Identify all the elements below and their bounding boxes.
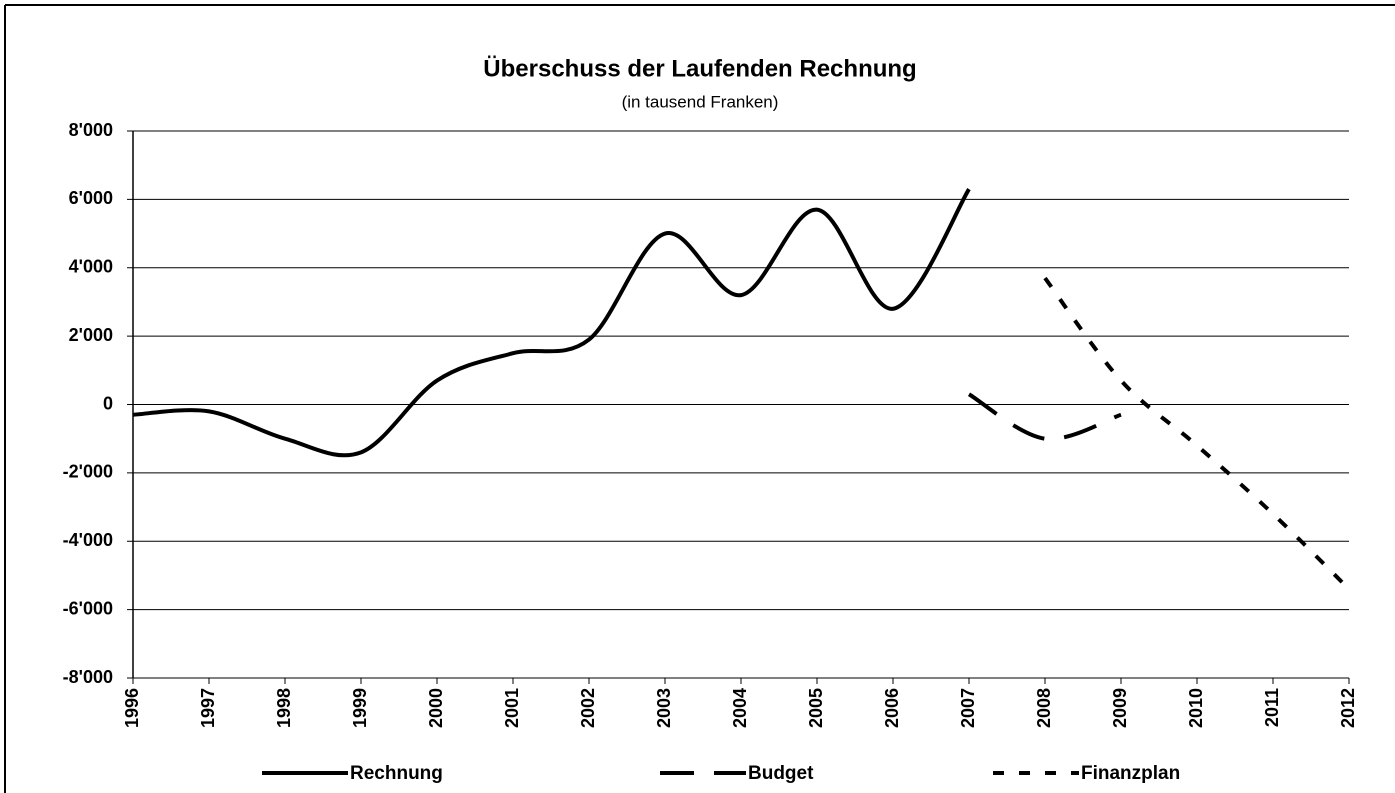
y-tick-label: -8'000 — [63, 667, 113, 687]
x-tick-label: 1998 — [274, 688, 294, 728]
y-tick-label: 8'000 — [69, 120, 113, 140]
series-line — [967, 392, 1122, 441]
x-tick-label: 2006 — [882, 688, 902, 728]
x-tick-label: 2012 — [1338, 688, 1358, 728]
x-tick-label: 2008 — [1034, 688, 1054, 728]
series-line — [132, 188, 971, 458]
x-tick-label: 2003 — [654, 688, 674, 728]
y-tick-label: 0 — [103, 393, 113, 413]
x-tick-label: 2011 — [1262, 688, 1282, 727]
y-tick-label: 4'000 — [69, 257, 113, 277]
chart-subtitle: (in tausend Franken) — [622, 92, 779, 111]
x-tick-label: 2005 — [806, 688, 826, 728]
series-line — [1043, 276, 1351, 591]
y-tick-label: -2'000 — [63, 462, 113, 482]
chart-title: Überschuss der Laufenden Rechnung — [483, 55, 916, 82]
y-tick-label: -4'000 — [63, 530, 113, 550]
x-tick-label: 1999 — [350, 688, 370, 728]
x-tick-label: 2004 — [730, 688, 750, 728]
x-tick-label: 1997 — [198, 688, 218, 728]
y-tick-label: 2'000 — [69, 325, 113, 345]
y-tick-label: 6'000 — [69, 188, 113, 208]
x-tick-label: 2009 — [1110, 688, 1130, 728]
legend-label: Budget — [748, 763, 814, 784]
x-tick-label: 2001 — [502, 688, 522, 728]
x-tick-label: 1996 — [122, 688, 142, 728]
legend-label: Rechnung — [350, 763, 443, 784]
x-tick-label: 2010 — [1186, 688, 1206, 728]
x-tick-label: 2000 — [426, 688, 446, 728]
x-tick-label: 2007 — [958, 688, 978, 728]
legend-label: Finanzplan — [1081, 763, 1180, 784]
x-tick-label: 2002 — [578, 688, 598, 728]
y-tick-label: -6'000 — [63, 598, 113, 618]
